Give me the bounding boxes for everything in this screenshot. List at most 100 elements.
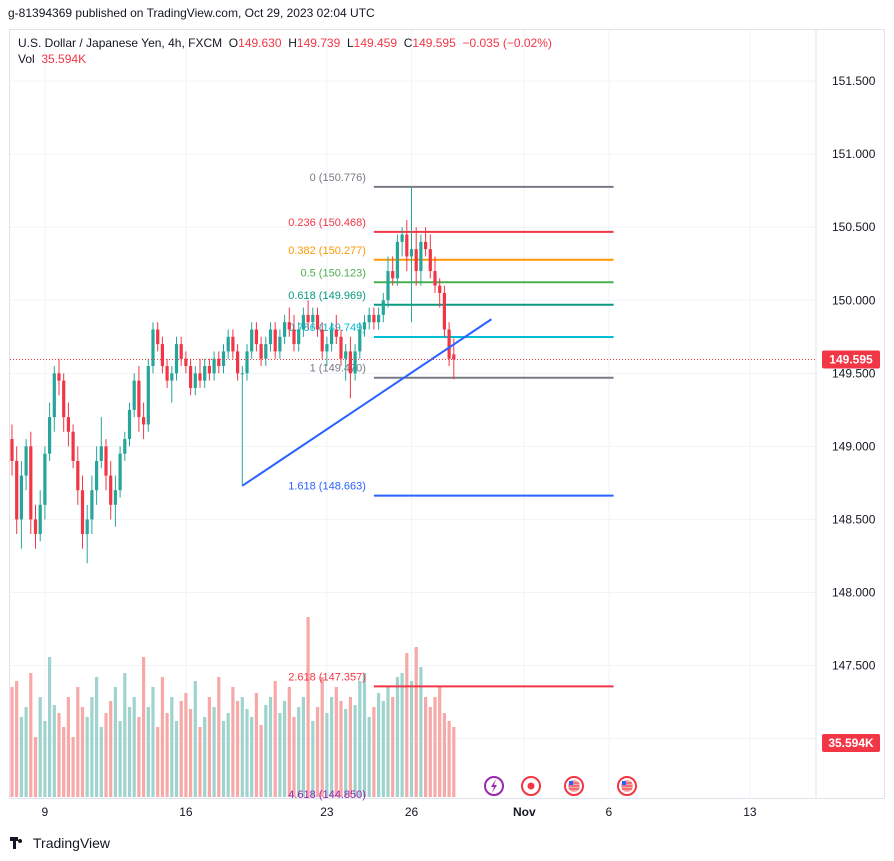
volume-bar: [160, 677, 164, 797]
tradingview-logo-icon: [10, 837, 28, 849]
volume-bar: [395, 677, 399, 797]
candle-body: [151, 329, 155, 367]
candle-body: [62, 380, 66, 418]
volume-bar: [66, 697, 70, 797]
candle-body: [268, 329, 273, 345]
trendline[interactable]: [241, 318, 492, 487]
volume-bar: [447, 721, 451, 797]
footer-brand[interactable]: TradingView: [10, 835, 110, 851]
price-change: −0.035 (−0.02%): [462, 36, 552, 50]
candle-body: [80, 490, 85, 535]
candle-body: [174, 344, 179, 374]
candle-body: [207, 366, 211, 374]
volume-bar: [245, 709, 249, 797]
lightning-event-icon[interactable]: [484, 776, 504, 796]
volume-bar: [24, 707, 28, 797]
fib-label: 2.618 (147.357): [288, 671, 366, 683]
volume-bar: [127, 707, 132, 797]
volume-bar: [273, 681, 277, 797]
volume-bar: [452, 727, 456, 797]
candle-body: [358, 329, 362, 352]
candle-body: [311, 314, 315, 323]
volume-bar: [71, 737, 75, 797]
volume-bar: [137, 717, 141, 797]
volume-bar: [123, 673, 127, 797]
fib-label-clipped: 4.618 (144.850): [288, 789, 366, 801]
candle-body: [250, 329, 254, 352]
candle-body: [198, 373, 202, 381]
volume-bar: [207, 697, 211, 797]
volume-bar: [391, 697, 395, 797]
candle-body: [52, 373, 56, 418]
volume-bar: [184, 693, 188, 797]
candle-body: [236, 351, 240, 374]
volume-bar: [339, 701, 343, 797]
volume-badge-text: 35.594K: [828, 736, 874, 750]
volume-bar: [325, 713, 329, 797]
price-badge-text: 149.595: [829, 352, 873, 366]
record-event-icon[interactable]: [521, 776, 541, 796]
volume-bar: [278, 713, 282, 797]
volume-bar: [301, 697, 305, 797]
volume-bar: [330, 697, 334, 797]
candle-body: [283, 322, 287, 337]
candle-body: [123, 439, 127, 454]
time-axis[interactable]: 9 16 23 26 Nov 6 13: [42, 805, 757, 819]
fib-label: 0 (150.776): [310, 172, 366, 184]
candle-body: [146, 366, 150, 425]
price-axis[interactable]: 151.500 151.000 150.500 150.000 149.500 149.0…: [832, 74, 876, 745]
volume-bar: [95, 677, 99, 797]
candle-body: [381, 300, 385, 315]
volume-bar: [80, 707, 85, 797]
candle-body: [325, 344, 329, 352]
volume-bar: [33, 737, 38, 797]
volume-bar: [264, 705, 268, 797]
volume-bar: [344, 709, 348, 797]
candle-body: [287, 322, 291, 330]
candle-body: [447, 329, 451, 359]
candle-body: [71, 431, 75, 461]
volume-bar: [146, 707, 150, 797]
volume-bar: [212, 707, 216, 797]
candle-body: [330, 329, 334, 345]
candle-body: [391, 271, 395, 279]
candle-body: [184, 358, 188, 367]
us-flag-event-icon[interactable]: [564, 776, 584, 796]
candle-body: [348, 351, 352, 374]
price-tick-label: 150.000: [832, 293, 876, 307]
volume-bar: [113, 687, 117, 797]
trendline-segment: [241, 318, 492, 487]
volume-bar: [19, 717, 23, 797]
candle-body: [428, 249, 432, 272]
volume-bar: [217, 677, 221, 797]
candle-body: [438, 285, 442, 293]
candle-body: [57, 373, 61, 381]
candle-body: [405, 234, 409, 257]
volume-bar: [104, 713, 108, 797]
candle-body: [48, 417, 52, 454]
volume-bar: [236, 701, 240, 797]
chart-frame: [9, 29, 885, 799]
price-badge: [822, 350, 880, 369]
candle-body: [226, 336, 230, 352]
candlesticks: [10, 186, 456, 564]
fib-label: 0.5 (150.123): [300, 267, 365, 279]
volume-bar: [43, 721, 47, 797]
fib-label: 1.618 (148.663): [288, 481, 366, 493]
candle-body: [19, 475, 23, 520]
lightning-glyph: [491, 779, 497, 793]
candle-body: [419, 241, 423, 272]
candle-body: [137, 380, 141, 418]
volume-bar: [62, 727, 66, 797]
event-icons[interactable]: [484, 776, 637, 796]
us-flag-event-icon[interactable]: [617, 776, 637, 796]
candle-body: [95, 460, 99, 491]
candle-body: [377, 314, 381, 323]
candle-body: [189, 366, 193, 388]
chart-legend: U.S. Dollar / Japanese Yen, 4h, FXCM O14…: [18, 35, 552, 67]
ohlc-close: C149.595: [403, 36, 456, 50]
volume-bar: [438, 687, 442, 797]
volume-legend: Vol 35.594K: [18, 52, 87, 66]
candle-body: [24, 446, 28, 476]
